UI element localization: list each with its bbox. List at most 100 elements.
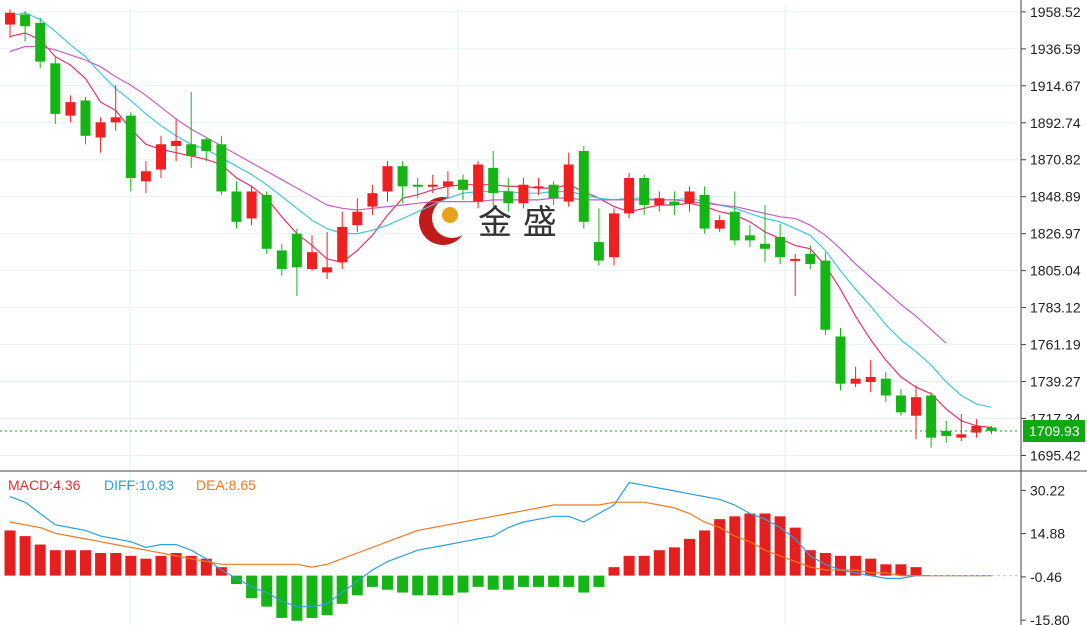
candle: [926, 392, 937, 448]
macd-tick-label: 14.88: [1030, 526, 1065, 542]
macd-bar: [699, 530, 711, 576]
candle: [231, 181, 242, 229]
candle: [65, 95, 76, 123]
macd-bar: [774, 516, 786, 576]
candle-body: [835, 336, 846, 384]
candle-body: [488, 167, 499, 194]
candle: [895, 388, 906, 416]
ma-line-1: [9, 12, 992, 408]
macd-bar: [804, 550, 816, 576]
price-tick-label: 1783.12: [1030, 300, 1081, 316]
macd-bar: [185, 555, 197, 576]
macd-bar: [684, 538, 695, 576]
candle: [35, 17, 46, 69]
candle-body: [458, 179, 468, 190]
price-tick-label: 1870.82: [1030, 152, 1081, 168]
candle-body: [518, 184, 529, 204]
candle-body: [865, 376, 876, 383]
candle-body: [246, 191, 257, 219]
candle: [880, 371, 891, 403]
candle: [775, 223, 786, 264]
candle-body: [911, 397, 921, 416]
candle-body: [714, 220, 725, 229]
candle-body: [397, 166, 408, 187]
candle: [50, 56, 61, 125]
candle-body: [578, 151, 589, 222]
macd-bar: [261, 575, 273, 607]
watermark-logo-coin-icon: [442, 207, 458, 223]
candle-body: [95, 122, 106, 138]
candle: [654, 191, 665, 212]
candle: [760, 204, 770, 263]
candle-body: [201, 139, 212, 152]
macd-bar: [336, 575, 348, 604]
macd-tick-label: -15.80: [1030, 612, 1070, 625]
macd-bar: [110, 553, 122, 576]
candle-body: [941, 430, 952, 436]
candle: [503, 177, 514, 212]
candle: [805, 245, 816, 270]
macd-bar: [714, 519, 726, 576]
candle-body: [307, 252, 317, 270]
candle-body: [186, 144, 197, 157]
macd-bar: [215, 567, 227, 576]
candle: [986, 425, 997, 435]
macd-bar: [200, 558, 212, 576]
candle: [956, 414, 967, 442]
macd-bar: [125, 555, 137, 576]
candle: [684, 186, 695, 212]
macd-histogram: [4, 513, 922, 621]
price-tick-label: 1914.67: [1030, 78, 1081, 94]
candle-body: [216, 144, 227, 192]
macd-bar: [427, 575, 439, 596]
macd-bar: [653, 550, 665, 576]
candle: [744, 225, 755, 248]
candle-body: [231, 191, 242, 222]
candle-body: [850, 378, 861, 384]
candle: [669, 191, 680, 216]
candle-body: [352, 211, 363, 226]
macd-bar: [608, 567, 620, 576]
candle-body: [110, 117, 121, 123]
candle: [291, 228, 302, 297]
candle-body: [20, 14, 31, 27]
candle: [367, 184, 378, 216]
candle: [110, 85, 121, 131]
price-tick-label: 1695.42: [1030, 447, 1081, 463]
macd-bar: [578, 575, 590, 593]
price-tick-label: 1936.59: [1030, 41, 1081, 57]
candle-body: [65, 102, 76, 116]
candle: [382, 161, 393, 202]
candle-body: [382, 166, 393, 192]
candle: [201, 137, 212, 162]
candle-body: [744, 235, 755, 241]
candle-body: [337, 226, 348, 263]
macd-axis: 30.22 14.88 -0.46 -15.80: [1021, 482, 1070, 625]
candle: [865, 360, 876, 393]
macd-bar: [729, 516, 741, 576]
candle-body: [775, 237, 786, 258]
candle: [20, 11, 31, 42]
macd-bar: [502, 575, 514, 590]
macd-bar: [140, 558, 152, 576]
macd-bar: [321, 575, 333, 616]
macd-tick-label: 30.22: [1030, 482, 1065, 498]
candle-body: [35, 22, 46, 62]
candle: [578, 145, 589, 229]
candle-body: [80, 100, 91, 136]
candle: [186, 91, 197, 168]
candle: [850, 366, 861, 388]
macd-bar: [668, 547, 680, 576]
macd-bar: [19, 536, 31, 576]
macd-bar: [306, 575, 318, 618]
macd-bar: [910, 567, 922, 576]
macd-bar: [850, 555, 862, 576]
price-tick-label: 1761.19: [1030, 337, 1081, 353]
candle: [125, 112, 136, 192]
candle: [593, 208, 604, 266]
candle-body: [291, 233, 302, 268]
candle: [609, 208, 619, 266]
candle: [533, 177, 544, 195]
macd-bar: [472, 575, 484, 587]
